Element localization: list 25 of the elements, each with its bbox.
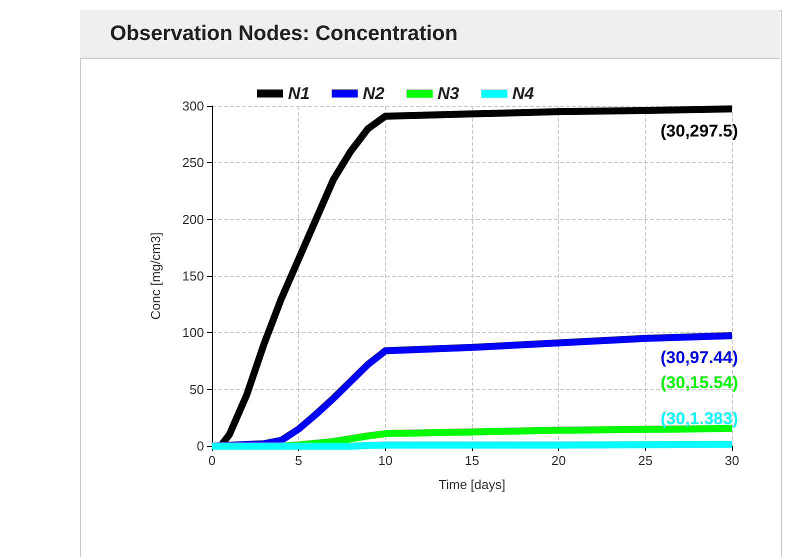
y-tick-label: 250 bbox=[182, 155, 204, 170]
legend-label: N2 bbox=[362, 84, 386, 103]
y-tick-label: 100 bbox=[182, 325, 204, 340]
annotation: (30,15.54) bbox=[660, 372, 738, 392]
y-tick-label: 200 bbox=[182, 212, 204, 227]
legend-label: N4 bbox=[512, 84, 535, 103]
x-tick-label: 15 bbox=[464, 453, 480, 468]
legend-label: N3 bbox=[438, 84, 460, 103]
x-tick-label: 20 bbox=[551, 453, 566, 468]
y-tick-label: 0 bbox=[196, 438, 204, 454]
annotation: (30,97.44) bbox=[660, 348, 738, 368]
x-tick-label: 5 bbox=[295, 453, 302, 468]
annotation: (30,297.5) bbox=[660, 121, 738, 140]
y-tick-label: 300 bbox=[182, 98, 204, 114]
chart-title: Observation Nodes: Concentration bbox=[110, 22, 458, 46]
y-axis-title: Conc [mg/cm3] bbox=[148, 232, 163, 320]
x-tick-label: 0 bbox=[208, 453, 216, 468]
y-tick-label: 50 bbox=[190, 382, 204, 397]
legend-label: N1 bbox=[288, 84, 310, 103]
x-tick-label: 25 bbox=[638, 453, 653, 468]
x-tick-label: 10 bbox=[378, 453, 393, 468]
annotation: (30,1.383) bbox=[660, 408, 738, 428]
x-axis-title: Time [days] bbox=[438, 477, 506, 492]
y-tick-label: 150 bbox=[182, 268, 204, 284]
x-tick-label: 30 bbox=[724, 453, 740, 468]
